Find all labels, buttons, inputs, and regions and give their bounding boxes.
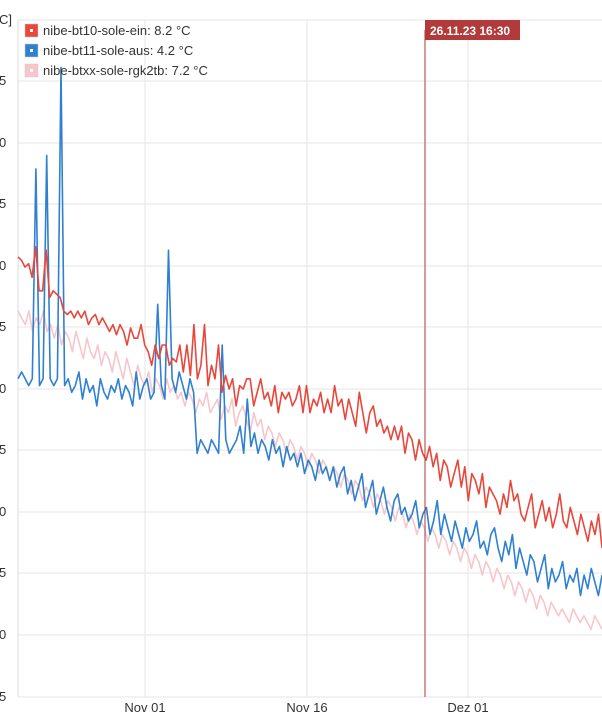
legend-swatch-dot xyxy=(30,69,33,72)
legend-label: nibe-btxx-sole-rgk2tb: 7.2 °C xyxy=(43,63,208,78)
y-axis-unit: C] xyxy=(0,12,12,27)
series-lines xyxy=(17,66,602,631)
y-tick-label: 5 xyxy=(0,319,6,334)
time-marker-badge xyxy=(425,20,520,40)
series-line-1[interactable] xyxy=(17,66,602,597)
y-axis-ticks: 5 0 5 0 5 0 5 0 5 0 5 xyxy=(0,73,6,704)
y-tick-label: 5 xyxy=(0,565,6,580)
y-tick-label: 5 xyxy=(0,73,6,88)
legend-item[interactable]: nibe-btxx-sole-rgk2tb: 7.2 °C xyxy=(24,63,208,78)
x-tick-label: Dez 01 xyxy=(447,700,488,715)
series-line-2[interactable] xyxy=(17,310,602,631)
y-tick-label: 0 xyxy=(0,381,6,396)
y-tick-label: 0 xyxy=(0,258,6,273)
legend-swatch-dot xyxy=(30,49,33,52)
y-tick-label: 5 xyxy=(0,689,6,704)
legend-item[interactable]: nibe-bt10-sole-ein: 8.2 °C xyxy=(24,23,191,38)
legend-swatch-dot xyxy=(30,29,33,32)
legend-item[interactable]: nibe-bt11-sole-aus: 4.2 °C xyxy=(24,43,193,58)
y-tick-label: 5 xyxy=(0,442,6,457)
y-tick-label: 0 xyxy=(0,627,6,642)
legend: nibe-bt10-sole-ein: 8.2 °C nibe-bt11-sole… xyxy=(24,23,208,78)
y-tick-label: 5 xyxy=(0,196,6,211)
y-tick-label: 0 xyxy=(0,135,6,150)
legend-label: nibe-bt11-sole-aus: 4.2 °C xyxy=(43,43,193,58)
x-tick-label: Nov 16 xyxy=(286,700,327,715)
time-marker-label: 26.11.23 16:30 xyxy=(430,24,510,38)
series-line-0[interactable] xyxy=(17,246,602,549)
x-axis-ticks: Nov 01 Nov 16 Dez 01 xyxy=(124,700,488,715)
x-tick-label: Nov 01 xyxy=(124,700,165,715)
y-tick-label: 0 xyxy=(0,504,6,519)
legend-label: nibe-bt10-sole-ein: 8.2 °C xyxy=(43,23,191,38)
chart-grid xyxy=(17,19,602,698)
